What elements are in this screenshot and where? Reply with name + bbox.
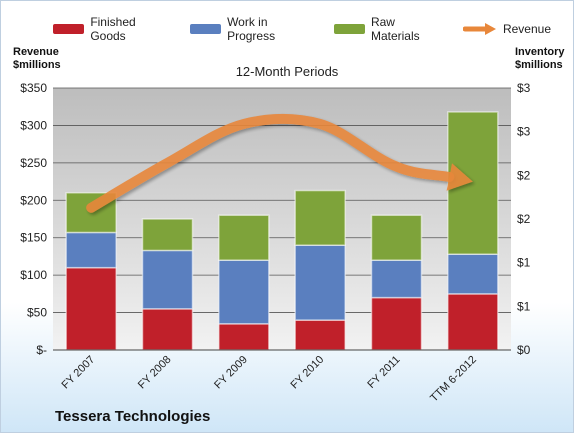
chart-title: 12-Month Periods [235,64,339,79]
revenue-line [86,113,455,213]
revenue-arrowhead [446,163,473,191]
legend-label: Work in Progress [227,15,276,43]
bar-finished-goods [447,293,499,351]
bar-work-in-progress [141,249,194,310]
y-left-tick-label: $300 [20,118,47,132]
bar-raw-materials [141,218,194,252]
right-axis-title: Inventory $millions [515,46,565,71]
legend-item-work-in-progress: Work in Progress [189,15,312,43]
bar-finished-goods [294,319,346,351]
y-right-tick-label: $3 [517,81,531,95]
bar-finished-goods [218,323,270,351]
plot-area [53,88,511,350]
y-left-tick-label: $150 [20,231,47,245]
y-left-tick-label: $200 [20,193,47,207]
y-right-tick-label: $0 [517,343,531,357]
y-right-tick-label: $1 [517,299,531,313]
legend-arrow-icon [462,23,496,35]
bar-work-in-progress [370,259,423,299]
y-right-tick-label: $1 [517,256,531,270]
legend-label: Finished Goods [90,15,136,43]
bar-raw-materials [370,214,423,261]
legend-item-revenue: Revenue [462,15,551,43]
legend: Finished Goods Work in Progress Raw Mate… [53,15,573,43]
legend-item-finished-goods: Finished Goods [53,15,168,43]
y-right-tick-label: $3 [517,125,531,139]
y-left-tick-label: $50 [27,306,47,320]
x-tick-label: TTM 6-2012 [428,354,479,405]
bar-finished-goods [65,266,117,351]
y-left-tick-label: $350 [20,81,47,95]
legend-swatch [333,24,365,34]
legend-swatch [53,24,85,34]
left-axis-title: Revenue $millions [13,46,61,71]
x-tick-label: FY 2009 [212,354,250,392]
y-right-tick-label: $2 [517,168,531,182]
legend-item-raw-materials: Raw Materials [333,15,441,43]
y-left-tick-label: $250 [20,156,47,170]
bar-work-in-progress [65,231,117,269]
bar-raw-materials [294,189,346,246]
bar-raw-materials [447,111,499,255]
x-tick-label: FY 2008 [136,354,174,392]
bar-work-in-progress [218,259,270,325]
y-left-tick-label: $- [36,343,47,357]
legend-label: Revenue [502,22,551,36]
x-tick-label: FY 2011 [365,354,402,391]
bar-finished-goods [370,296,423,351]
legend-swatch [189,24,222,34]
x-tick-label: FY 2007 [60,354,98,392]
bar-work-in-progress [447,253,499,295]
y-left-tick-label: $100 [20,268,47,282]
bar-work-in-progress [294,244,346,321]
bar-finished-goods [141,308,194,351]
bar-raw-materials [218,214,270,261]
y-right-tick-label: $2 [517,212,531,226]
legend-label: Raw Materials [370,15,420,43]
x-tick-label: FY 2010 [289,354,327,392]
company-name: Tessera Technologies [55,408,211,425]
